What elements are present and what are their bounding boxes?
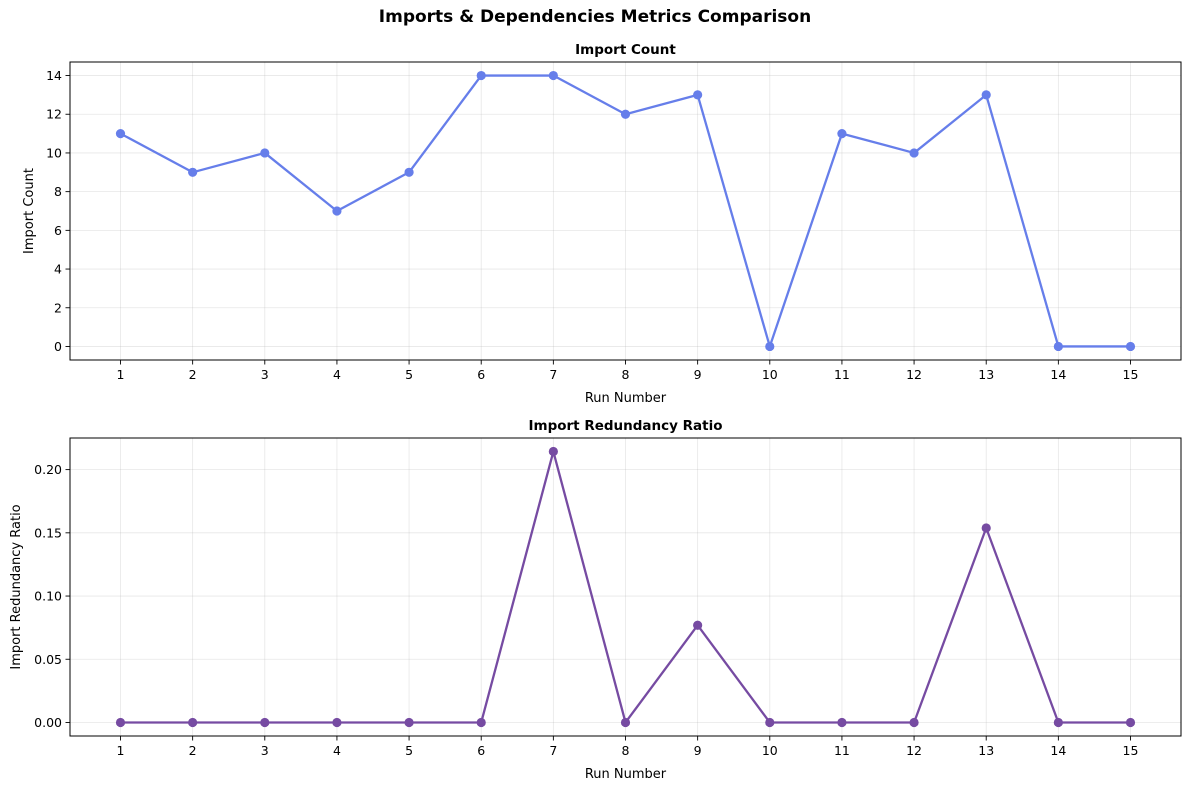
import-redundancy-x-tick-label: 11 bbox=[834, 743, 850, 758]
import-redundancy-data-point bbox=[1053, 717, 1063, 728]
import-redundancy-data-point bbox=[115, 717, 126, 728]
import-count-data-point bbox=[115, 128, 126, 139]
import-count-x-tick-label: 12 bbox=[906, 367, 922, 382]
import-count-data-point bbox=[260, 148, 270, 158]
import-redundancy-x-tick-label: 8 bbox=[622, 743, 630, 758]
import-count-x-tick-label: 5 bbox=[405, 367, 413, 382]
import-count-x-tick-label: 1 bbox=[117, 367, 125, 382]
import-redundancy-x-tick-label: 12 bbox=[906, 743, 922, 758]
import-count-data-point bbox=[981, 90, 991, 100]
import-redundancy-data-point bbox=[981, 523, 991, 533]
import-redundancy-x-axis-label: Run Number bbox=[585, 767, 667, 782]
import-redundancy-x-tick-label: 7 bbox=[549, 743, 557, 758]
import-count-data-point bbox=[909, 148, 919, 158]
import-redundancy-x-tick-label: 4 bbox=[333, 743, 341, 758]
import-count-data-point bbox=[476, 70, 486, 81]
import-redundancy-x-tick-label: 10 bbox=[762, 743, 778, 758]
import-redundancy-x-tick-label: 5 bbox=[405, 743, 413, 758]
import-count-y-tick-label: 6 bbox=[54, 223, 62, 238]
import-redundancy-x-tick-label: 2 bbox=[189, 743, 197, 758]
import-count-x-tick-label: 6 bbox=[477, 367, 485, 382]
import-redundancy-x-tick-label: 14 bbox=[1050, 743, 1066, 758]
import-count-x-tick-label: 7 bbox=[549, 367, 557, 382]
import-count-y-tick-label: 14 bbox=[46, 68, 62, 83]
import-redundancy-y-tick-label: 0.15 bbox=[34, 525, 62, 540]
import-count-x-tick-label: 13 bbox=[978, 367, 994, 382]
import-redundancy-data-point bbox=[909, 717, 919, 728]
import-count-data-point bbox=[548, 70, 558, 81]
import-count-data-point bbox=[332, 206, 342, 216]
import-redundancy-data-point bbox=[837, 717, 847, 728]
import-count-data-point bbox=[1053, 341, 1063, 352]
import-count-data-point bbox=[188, 167, 198, 177]
import-count-y-tick-label: 4 bbox=[54, 262, 62, 277]
import-redundancy-y-tick-label: 0.10 bbox=[34, 589, 62, 604]
import-count-x-tick-label: 11 bbox=[834, 367, 850, 382]
import-redundancy-ratio-chart: 1 2 3 4 5 6 7 8 9 10 11 12 13 14 150.000.050.100.150.2… bbox=[9, 418, 1182, 782]
import-count-x-tick-label: 14 bbox=[1050, 367, 1066, 382]
import-redundancy-data-point bbox=[476, 717, 486, 728]
import-redundancy-y-tick-label: 0.05 bbox=[34, 652, 62, 667]
import-count-y-tick-label: 10 bbox=[46, 145, 62, 160]
import-count-x-tick-label: 9 bbox=[694, 367, 702, 382]
import-redundancy-data-point bbox=[693, 620, 703, 630]
import-redundancy-x-tick-label: 15 bbox=[1123, 743, 1139, 758]
import-redundancy-data-point bbox=[404, 717, 414, 728]
import-redundancy-data-point bbox=[332, 717, 342, 728]
import-redundancy-data-point bbox=[620, 717, 631, 728]
import-redundancy-y-tick-label: 0.20 bbox=[34, 462, 62, 477]
import-count-x-tick-label: 2 bbox=[189, 367, 197, 382]
import-count-chart-title: Import Count bbox=[575, 42, 676, 58]
import-count-y-tick-label: 12 bbox=[46, 107, 62, 122]
import-redundancy-data-point bbox=[1125, 717, 1136, 728]
import-count-data-point bbox=[620, 109, 631, 119]
import-count-x-tick-label: 10 bbox=[762, 367, 778, 382]
import-redundancy-data-point bbox=[765, 717, 775, 728]
import-count-data-point bbox=[1125, 341, 1136, 352]
import-count-y-tick-label: 2 bbox=[54, 300, 62, 315]
import-count-y-axis-label: Import Count bbox=[22, 168, 37, 254]
import-redundancy-x-tick-label: 3 bbox=[261, 743, 269, 758]
figure-title: Imports & Dependencies Metrics Compariso… bbox=[378, 7, 812, 27]
import-count-x-tick-label: 15 bbox=[1123, 367, 1139, 382]
import-count-y-tick-label: 0 bbox=[54, 339, 62, 354]
import-redundancy-x-tick-label: 1 bbox=[117, 743, 125, 758]
import-redundancy-data-point bbox=[188, 717, 198, 728]
import-count-data-point bbox=[693, 90, 703, 100]
import-count-data-point bbox=[404, 167, 414, 177]
import-count-y-tick-label: 8 bbox=[54, 184, 62, 199]
import-count-data-point bbox=[765, 341, 775, 352]
import-count-x-tick-label: 4 bbox=[333, 367, 341, 382]
import-redundancy-y-tick-label: 0.00 bbox=[34, 715, 62, 730]
import-redundancy-data-point bbox=[548, 446, 558, 457]
import-count-x-tick-label: 8 bbox=[622, 367, 630, 382]
import-count-x-axis-label: Run Number bbox=[585, 391, 667, 406]
import-redundancy-x-tick-label: 9 bbox=[694, 743, 702, 758]
import-redundancy-chart-title: Import Redundancy Ratio bbox=[528, 418, 722, 434]
import-redundancy-x-tick-label: 6 bbox=[477, 743, 485, 758]
import-redundancy-x-tick-label: 13 bbox=[978, 743, 994, 758]
import-redundancy-y-axis-label: Import Redundancy Ratio bbox=[9, 504, 24, 669]
import-redundancy-data-point bbox=[260, 717, 270, 728]
import-count-x-tick-label: 3 bbox=[261, 367, 269, 382]
import-count-data-point bbox=[837, 128, 847, 139]
